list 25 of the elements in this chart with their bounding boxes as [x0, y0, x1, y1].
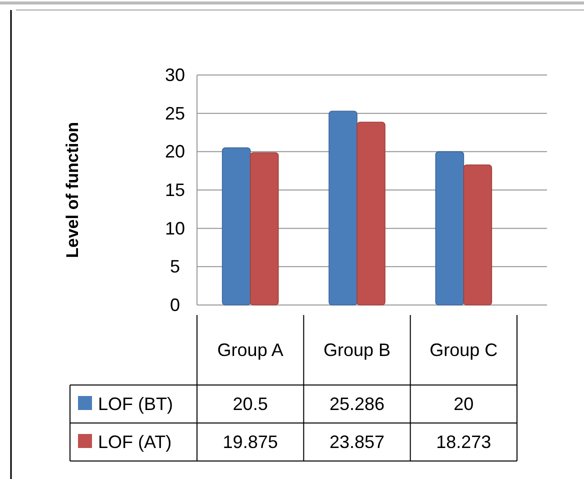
bar: [328, 110, 358, 306]
y-tick-label: 20: [164, 142, 186, 162]
data-label: 20.5: [232, 394, 268, 414]
data-label: 19.875: [222, 432, 278, 452]
y-tick-label: 5: [170, 256, 180, 277]
x-tick-label: Group A: [217, 340, 284, 360]
data-label: 23.857: [329, 432, 385, 452]
y-tick-label: 15: [164, 180, 186, 200]
y-tick-label: 10: [164, 218, 186, 238]
bar: [435, 151, 464, 306]
data-label: 18.273: [436, 432, 492, 452]
y-tick-label: 30: [164, 65, 186, 85]
data-label: 20: [454, 394, 474, 414]
bar: [222, 147, 251, 306]
y-tick-label: 25: [164, 103, 186, 124]
bar: [356, 122, 386, 306]
x-tick-label: Group B: [323, 340, 391, 360]
bar: [250, 152, 279, 306]
legend-label: LOF (BT): [98, 394, 173, 414]
data-label: 25.286: [329, 394, 385, 414]
legend-label: LOF (AT): [98, 432, 172, 452]
y-tick-label: 0: [170, 295, 180, 315]
bar: [463, 164, 492, 306]
y-axis-title: Level of function: [63, 122, 82, 258]
x-tick-label: Group C: [430, 340, 498, 360]
